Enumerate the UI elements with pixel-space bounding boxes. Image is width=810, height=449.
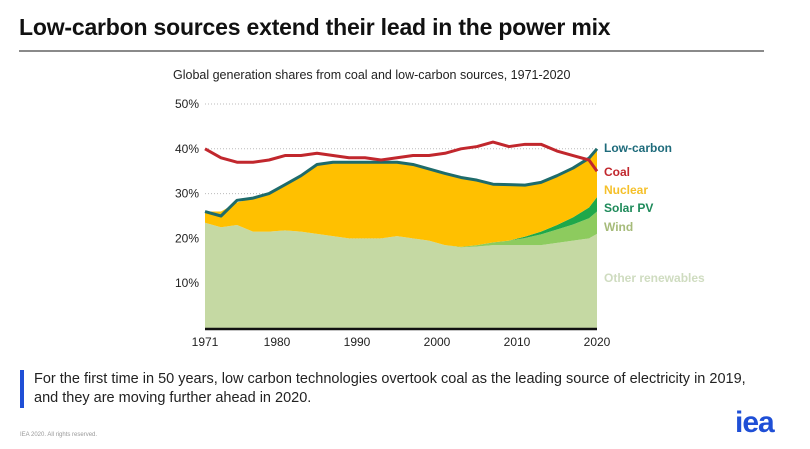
legend-other-renewables: Other renewables — [604, 271, 705, 285]
legend-wind: Wind — [604, 220, 633, 234]
legend-solar-pv: Solar PV — [604, 201, 653, 215]
key-message: For the first time in 50 years, low carb… — [20, 370, 810, 408]
title-divider — [19, 50, 764, 52]
y-tick-label: 10% — [175, 276, 199, 290]
y-tick-label: 20% — [175, 231, 199, 245]
legend-low-carbon: Low-carbon — [604, 141, 672, 155]
copyright-note: IEA 2020. All rights reserved. — [20, 432, 98, 438]
legend-coal: Coal — [604, 165, 630, 179]
line-low-carbon — [204, 147, 599, 218]
y-tick-label: 40% — [175, 142, 199, 156]
chart-title: Global generation shares from coal and l… — [173, 68, 571, 82]
y-tick-label: 30% — [175, 187, 199, 201]
key-message-line-2: and they are moving further ahead in 202… — [34, 390, 312, 406]
y-axis-ticks: 10% 20% 30% 40% 50% — [175, 97, 199, 290]
y-tick-label: 50% — [175, 97, 199, 111]
legend-nuclear: Nuclear — [604, 183, 648, 197]
x-tick-label: 2020 — [584, 335, 611, 349]
stacked-areas — [205, 148, 597, 328]
iea-logo: iea — [735, 406, 775, 439]
x-tick-label: 2010 — [504, 335, 531, 349]
legend: Low-carbon Coal Nuclear Solar PV Wind Ot… — [604, 141, 705, 285]
x-tick-label: 2000 — [424, 335, 451, 349]
x-tick-label: 1971 — [192, 335, 219, 349]
x-tick-label: 1990 — [344, 335, 371, 349]
line-coal — [204, 140, 599, 173]
area-other-renewables — [205, 222, 597, 328]
x-axis-ticks: 1971 1980 1990 2000 2010 2020 — [192, 335, 611, 349]
chart: 10% 20% 30% 40% 50% 1971 1980 1990 2000 2010 2020… — [175, 97, 705, 349]
slide-title: Low-carbon sources extend their lead in … — [19, 14, 611, 40]
series-lines — [204, 140, 599, 218]
area-nuclear — [205, 148, 597, 247]
key-message-line-1: For the first time in 50 years, low carb… — [34, 371, 746, 387]
x-tick-label: 1980 — [264, 335, 291, 349]
